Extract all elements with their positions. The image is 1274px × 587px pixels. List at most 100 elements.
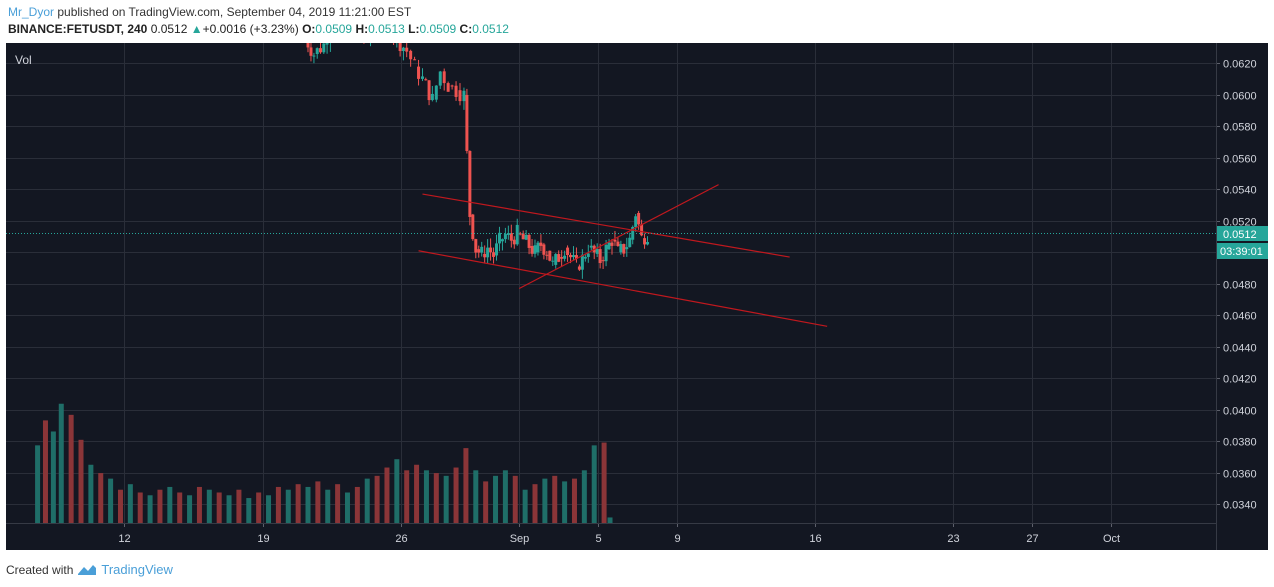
volume-bar bbox=[607, 517, 613, 523]
candle-body bbox=[643, 238, 647, 245]
candle-body bbox=[527, 234, 531, 248]
volume-bar bbox=[423, 470, 429, 523]
volume-bar bbox=[68, 414, 74, 523]
volume-bar bbox=[562, 481, 568, 523]
candle-body bbox=[530, 246, 534, 254]
grid-lines bbox=[6, 43, 1216, 523]
volume-bar bbox=[88, 464, 94, 523]
low-label: L: bbox=[408, 22, 420, 36]
price-tick-label: 0.0560 bbox=[1223, 154, 1257, 166]
volume-bar bbox=[58, 403, 64, 523]
volume-bar bbox=[542, 478, 548, 523]
author-name[interactable]: Mr_Dyor bbox=[8, 5, 55, 19]
volume-bar bbox=[522, 489, 528, 523]
candle-body bbox=[598, 249, 602, 264]
price-tick-label: 0.0480 bbox=[1223, 280, 1257, 292]
volume-bar bbox=[325, 489, 331, 523]
candle-body bbox=[480, 246, 484, 253]
candle-body bbox=[607, 242, 611, 250]
volume-bar bbox=[305, 486, 311, 523]
high-value: 0.0513 bbox=[368, 22, 405, 36]
low-value: 0.0509 bbox=[419, 22, 457, 36]
volume-bar bbox=[196, 486, 202, 523]
trendline[interactable] bbox=[422, 193, 790, 258]
price-tick-label: 0.0360 bbox=[1223, 469, 1257, 481]
candle-body bbox=[518, 233, 522, 235]
volume-bar bbox=[35, 445, 41, 523]
candle-body bbox=[322, 43, 326, 53]
candle-body bbox=[500, 239, 504, 242]
candle-body bbox=[430, 93, 434, 101]
candle-body bbox=[405, 47, 409, 52]
candle-body bbox=[595, 249, 599, 254]
volume-bar bbox=[364, 478, 370, 523]
volume-bar bbox=[117, 489, 123, 523]
candle-body bbox=[497, 232, 501, 244]
volume-bar bbox=[167, 486, 173, 523]
volume-bar bbox=[206, 489, 212, 523]
candle-body bbox=[468, 150, 472, 217]
price-axis[interactable]: 0.0620 0.0600 0.0580 0.0560 0.0540 0.05200.05… bbox=[1216, 59, 1257, 512]
volume-bar bbox=[384, 467, 390, 523]
price-tick-label: 0.0400 bbox=[1223, 406, 1257, 418]
chart-background bbox=[6, 43, 1216, 523]
last-price: 0.0512 bbox=[150, 22, 188, 36]
price-tick-label: 0.0460 bbox=[1223, 311, 1257, 323]
candle-body bbox=[601, 260, 605, 262]
candle-body bbox=[533, 245, 537, 254]
candle-body bbox=[640, 224, 644, 236]
time-tick-label: 16 bbox=[809, 533, 821, 545]
tradingview-logo-icon bbox=[78, 564, 97, 575]
time-axis[interactable]: 12 19 26 Sep 5 9 16 23 27 Oct bbox=[118, 523, 1120, 545]
candle-body bbox=[536, 242, 540, 253]
volume-bar bbox=[414, 464, 420, 523]
candle-body bbox=[548, 250, 552, 261]
symbol-label: BINANCE:FETUSDT, 240 bbox=[8, 22, 148, 36]
tradingview-brand-link[interactable]: TradingView bbox=[101, 562, 173, 577]
candle-body bbox=[312, 55, 316, 57]
last-price-badge-text: 0.0512 bbox=[1223, 229, 1257, 241]
candle-body bbox=[542, 244, 546, 255]
footer: Created with TradingView bbox=[6, 562, 173, 577]
candle-body bbox=[319, 48, 323, 53]
high-label: H: bbox=[355, 22, 369, 36]
candle-body bbox=[524, 234, 528, 240]
candle-body bbox=[563, 255, 567, 259]
candle-body bbox=[566, 247, 570, 255]
volume-bar bbox=[216, 492, 222, 523]
volume-bar bbox=[493, 475, 499, 523]
candle-body bbox=[616, 241, 620, 247]
trendline[interactable] bbox=[518, 184, 719, 290]
candle-body bbox=[486, 247, 490, 258]
candle-body bbox=[471, 214, 475, 240]
close-label: C: bbox=[459, 22, 473, 36]
candle-body bbox=[424, 79, 428, 81]
candle-body bbox=[454, 85, 458, 97]
price-chart[interactable]: 0.0620 0.0600 0.0580 0.0560 0.0540 0.05200.05… bbox=[6, 43, 1268, 550]
candle-body bbox=[420, 76, 424, 79]
candle-body bbox=[625, 247, 629, 250]
time-tick-label: Oct bbox=[1103, 533, 1120, 545]
candle-body bbox=[604, 244, 608, 262]
candle-body bbox=[574, 255, 578, 259]
candle-body bbox=[509, 233, 513, 241]
volume-bar bbox=[177, 492, 183, 523]
price-tick-label: 0.0600 bbox=[1223, 91, 1257, 103]
candle-body bbox=[545, 254, 549, 256]
candle-body bbox=[495, 243, 499, 256]
candle-body bbox=[521, 233, 525, 240]
trendlines[interactable] bbox=[418, 184, 828, 327]
change-value: +0.0016 (+3.23%) bbox=[202, 22, 299, 36]
candle-body bbox=[477, 249, 481, 253]
volume-bar bbox=[137, 492, 143, 523]
trendline[interactable] bbox=[418, 250, 828, 327]
volume-bar bbox=[601, 442, 607, 523]
price-tick-label: 0.0620 bbox=[1223, 59, 1257, 71]
candle-body bbox=[401, 47, 405, 52]
price-tick-label: 0.0420 bbox=[1223, 374, 1257, 386]
time-tick-label: 9 bbox=[674, 533, 680, 545]
candle-body bbox=[571, 255, 575, 258]
candle-body bbox=[613, 239, 617, 242]
candle-body bbox=[306, 43, 310, 48]
candle-body bbox=[577, 266, 581, 270]
